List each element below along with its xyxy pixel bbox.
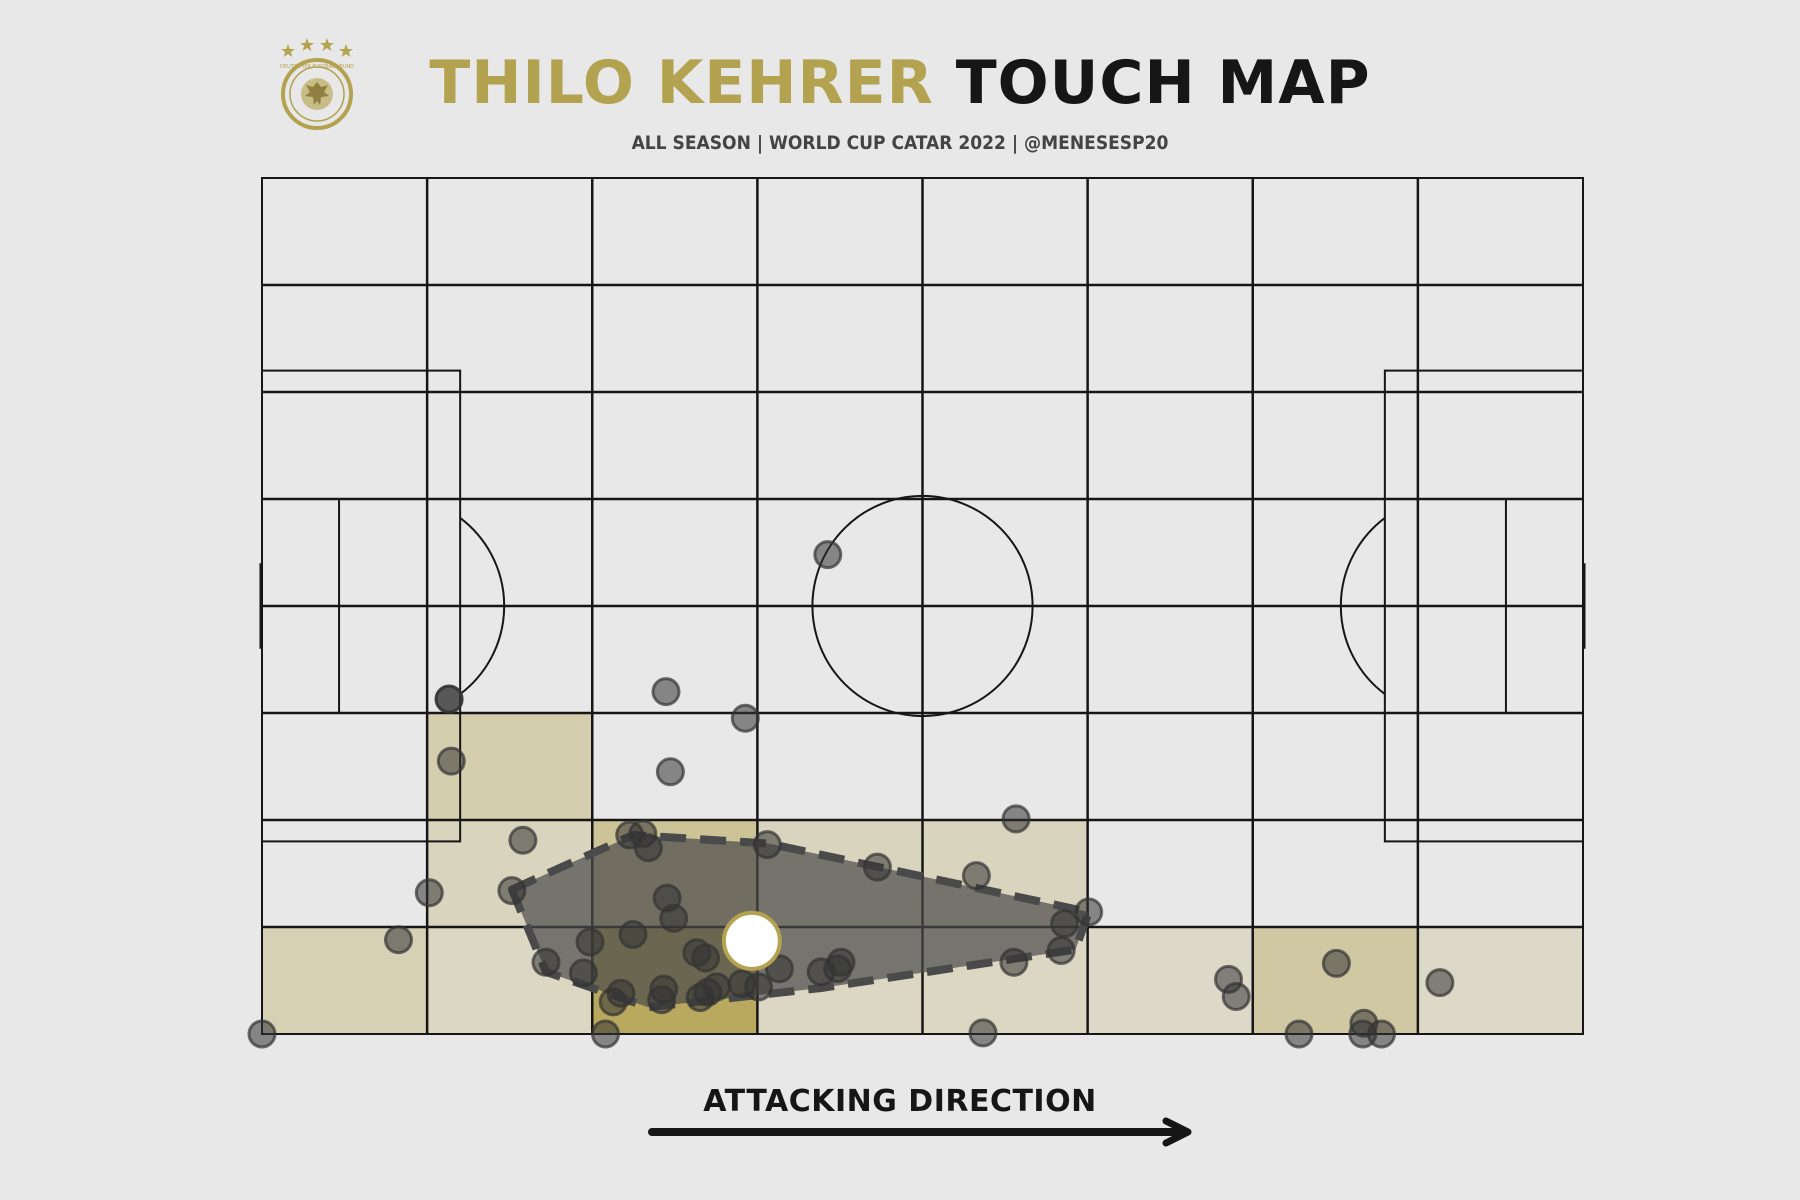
touch-point: [702, 972, 732, 1002]
attacking-direction-label: ATTACKING DIRECTION: [703, 1084, 1097, 1119]
touch-point: [659, 903, 689, 933]
touch-point: [1284, 1019, 1314, 1049]
touch-point: [497, 876, 527, 906]
touch-point: [247, 1019, 277, 1049]
star-icon: [320, 38, 334, 51]
average-position-marker: [721, 910, 782, 971]
touch-point: [862, 852, 892, 882]
touch-point: [968, 1018, 998, 1048]
touch-point: [606, 978, 636, 1008]
average-position-layer: [721, 910, 782, 971]
touch-point: [575, 927, 605, 957]
touch-point: [628, 819, 658, 849]
touch-point: [730, 703, 760, 733]
touch-points-layer: [247, 540, 1455, 1049]
touch-point: [618, 920, 648, 949]
star-icon: [281, 44, 295, 57]
touch-point: [1367, 1019, 1396, 1049]
touch-point: [1046, 936, 1076, 965]
heatmap-cell: [1252, 927, 1418, 1034]
touch-point: [591, 1019, 620, 1049]
dfb-crest-logo: DEUTSCHER FUSSBALL-BUND: [280, 38, 354, 130]
touch-point: [744, 972, 773, 1002]
touch-point: [826, 947, 856, 977]
touch-point: [813, 540, 843, 570]
touch-point: [691, 943, 721, 973]
zone-grid: [262, 178, 1583, 1034]
touch-point: [414, 878, 444, 908]
touch-point: [999, 947, 1029, 977]
touch-point: [1001, 804, 1031, 834]
touch-point: [531, 947, 561, 977]
touch-point: [1221, 982, 1251, 1011]
touch-point: [384, 925, 413, 955]
touch-point: [434, 684, 464, 714]
title-player-name: THILO KEHRER: [429, 48, 934, 118]
title-suffix: TOUCH MAP: [955, 48, 1371, 118]
touch-point: [651, 677, 681, 707]
star-icon: [300, 38, 314, 51]
touch-point: [508, 825, 538, 855]
touch-point: [649, 974, 679, 1004]
touch-point: [961, 861, 991, 891]
touch-point: [1074, 897, 1104, 927]
logo-text: DEUTSCHER FUSSBALL-BUND: [280, 64, 354, 70]
touch-point: [1050, 909, 1079, 939]
touch-point: [436, 746, 466, 776]
touch-point: [1321, 948, 1351, 978]
touch-point: [655, 757, 685, 787]
eagle-icon: [305, 82, 329, 105]
chart-subtitle: ALL SEASON | WORLD CUP CATAR 2022 | @MEN…: [631, 132, 1169, 154]
chart-title: THILO KEHRER TOUCH MAP: [0, 48, 1800, 118]
touch-point: [1425, 968, 1455, 998]
touch-point: [568, 958, 598, 988]
touch-point: [752, 830, 782, 860]
star-icon: [339, 44, 353, 57]
